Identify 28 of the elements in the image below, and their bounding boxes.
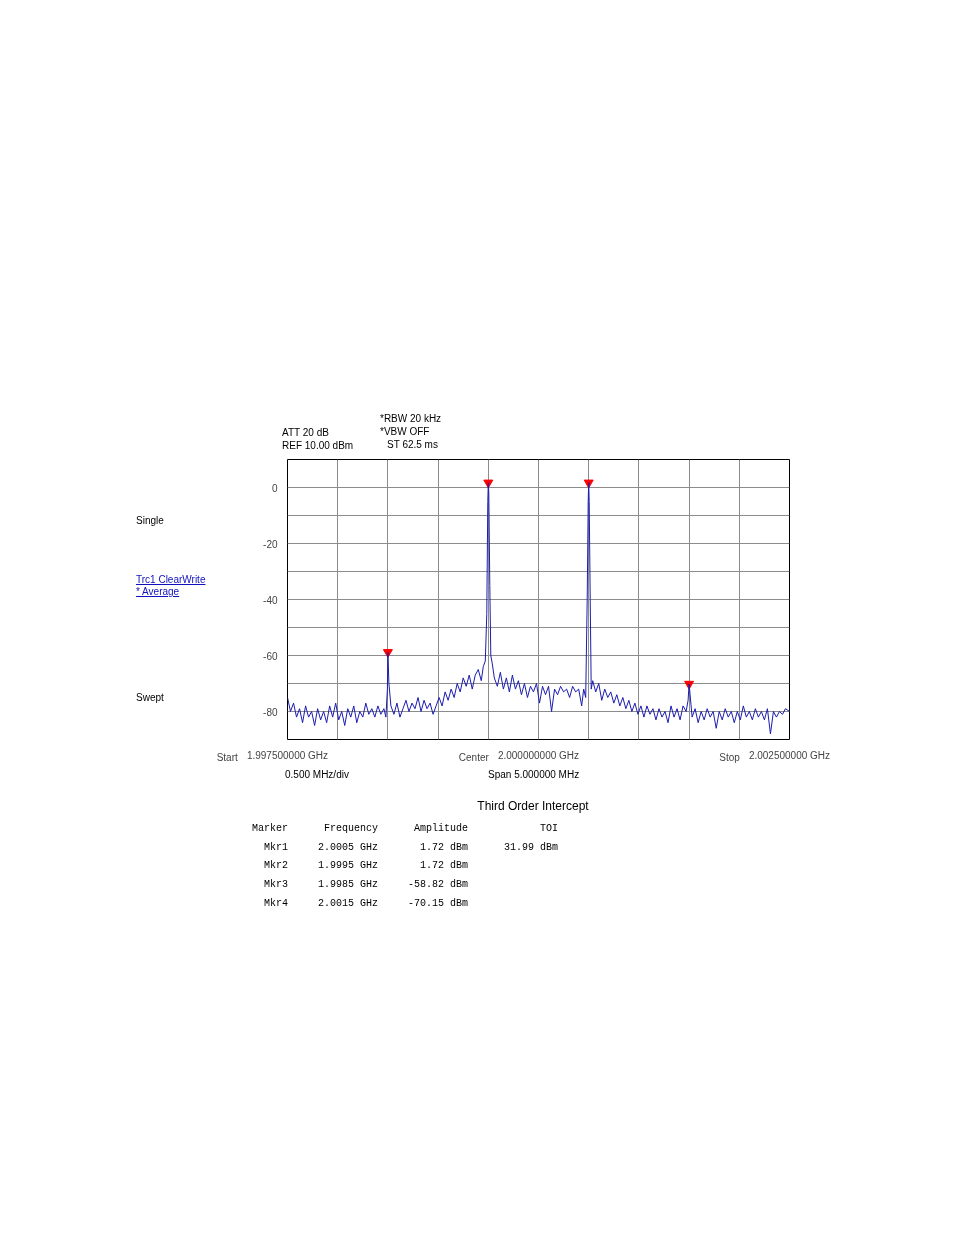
text: ST 62.5 ms xyxy=(387,438,438,452)
y-tick-label: -20 xyxy=(263,538,278,550)
text: REF 10.00 dBm xyxy=(282,439,354,453)
text: Stop xyxy=(719,751,740,765)
text: Third Order Intercept xyxy=(476,798,590,815)
text: Swept xyxy=(136,691,164,705)
text: Mkr1 2.0005 GHz 1.72 dBm 31.99 dBm xyxy=(264,841,559,853)
text: 0.500 MHz/div xyxy=(285,768,349,782)
text: Center xyxy=(458,751,489,765)
text: *VBW OFF xyxy=(380,425,430,439)
y-tick-label: -40 xyxy=(263,594,278,606)
text: Mkr3 1.9985 GHz -58.82 dBm xyxy=(264,879,469,891)
x-tick-label: 2.000000000 GHz xyxy=(497,749,580,761)
text: Start xyxy=(216,751,238,765)
text: Trc1 ClearWrite xyxy=(136,573,206,587)
text: Span 5.000000 MHz xyxy=(488,768,580,782)
text: * Average xyxy=(136,585,180,599)
y-tick-label: -60 xyxy=(263,650,278,662)
text: *RBW 20 kHz xyxy=(380,412,442,426)
text: Single xyxy=(136,514,164,528)
text: Mkr4 2.0015 GHz -70.15 dBm xyxy=(264,897,469,909)
text: ATT 20 dB xyxy=(282,426,329,440)
text: Marker Frequency Amplitude TOI xyxy=(252,823,559,834)
x-tick-label: 2.002500000 GHz xyxy=(748,749,831,761)
text: Mkr2 1.9995 GHz 1.72 dBm xyxy=(264,860,469,872)
y-tick-label: -80 xyxy=(263,706,278,718)
y-tick-label: 0 xyxy=(271,482,278,494)
x-tick-label: 1.997500000 GHz xyxy=(246,749,329,761)
